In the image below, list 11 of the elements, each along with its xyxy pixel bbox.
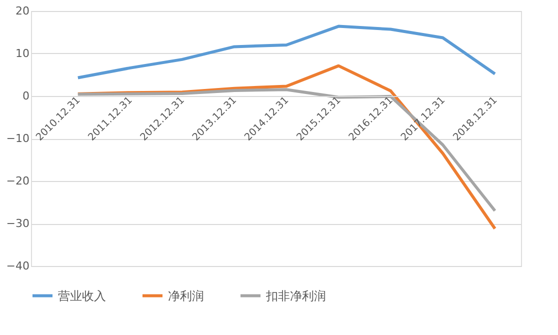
legend-label: 扣非净利润 bbox=[265, 288, 326, 303]
y-tick-label: 10 bbox=[16, 47, 30, 60]
y-tick-label: −10 bbox=[6, 132, 30, 145]
y-tick-label: 20 bbox=[16, 4, 30, 18]
y-tick-label: −30 bbox=[6, 217, 30, 230]
y-tick-label: −20 bbox=[6, 174, 30, 188]
legend-label: 净利润 bbox=[168, 288, 204, 303]
y-tick-label: −40 bbox=[6, 260, 30, 272]
line-series bbox=[76, 24, 496, 80]
legend-label: 营业收入 bbox=[58, 288, 106, 303]
y-tick-label: 0 bbox=[22, 90, 30, 102]
